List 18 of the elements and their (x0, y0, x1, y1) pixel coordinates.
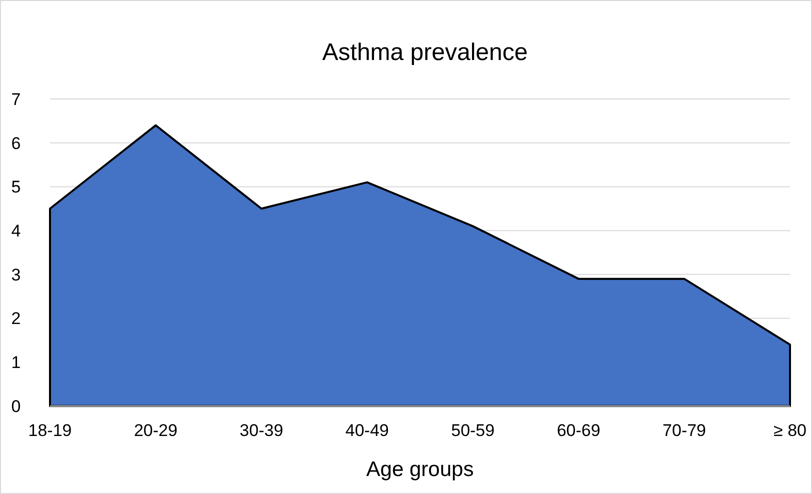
x-tick-label: 30-39 (240, 421, 284, 440)
y-tick-label: 7 (11, 90, 21, 109)
x-tick-label: 18-19 (28, 421, 72, 440)
x-tick-label: 60-69 (556, 421, 600, 440)
y-tick-label: 2 (11, 309, 21, 328)
x-tick-label: ≥ 80 (774, 421, 806, 440)
y-tick-label: 4 (11, 222, 21, 241)
y-tick-label: 1 (11, 353, 21, 372)
x-tick-label: 70-79 (662, 421, 706, 440)
y-tick-label: 5 (11, 178, 21, 197)
x-tick-label: 50-59 (451, 421, 495, 440)
y-tick-label: 6 (11, 134, 21, 153)
chart-title: Asthma prevalence (322, 39, 528, 66)
y-tick-label: 3 (11, 265, 21, 284)
x-axis-title: Age groups (366, 458, 474, 481)
x-tick-label: 40-49 (345, 421, 389, 440)
x-tick-label: 20-29 (134, 421, 178, 440)
y-tick-label: 0 (11, 396, 21, 416)
